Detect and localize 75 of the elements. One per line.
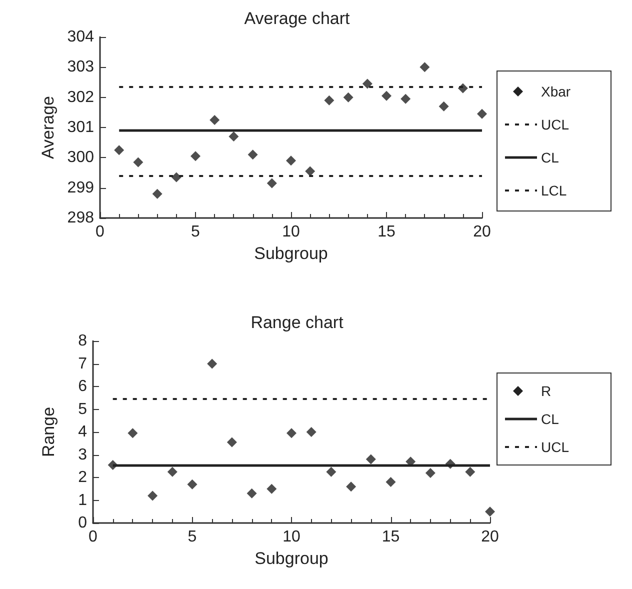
y-tick-label: 2	[78, 469, 88, 486]
point	[128, 428, 138, 438]
y-tick-label: 299	[67, 179, 94, 196]
y-tick-label: 301	[67, 119, 94, 136]
legend-label: LCL	[541, 182, 567, 198]
point	[343, 92, 354, 102]
x-tick-label: 20	[481, 528, 499, 546]
x-tick-label: 15	[382, 528, 400, 546]
x-tick-label: 15	[378, 224, 396, 240]
point	[210, 114, 220, 125]
point	[306, 427, 316, 437]
chart-title: Range chart	[250, 313, 344, 332]
point	[465, 466, 476, 477]
y-tick-label: 8	[78, 332, 88, 350]
point	[477, 108, 487, 119]
point	[382, 90, 392, 101]
legend-label: UCL	[541, 439, 570, 455]
y-tick-label: 303	[67, 58, 94, 76]
y-axis-title: Range	[39, 406, 58, 458]
point	[248, 150, 258, 160]
legend-label: R	[541, 383, 552, 399]
y-tick-label: 6	[78, 378, 88, 395]
point	[114, 145, 124, 156]
point	[171, 172, 182, 182]
point	[148, 490, 158, 501]
point	[400, 94, 411, 104]
x-tick-label: 10	[282, 528, 300, 546]
point	[420, 62, 430, 72]
point	[207, 358, 218, 369]
x-tick-label: 5	[188, 528, 197, 546]
point	[326, 466, 336, 477]
chart-title: Average chart	[244, 9, 350, 28]
y-tick-label: 300	[67, 149, 94, 166]
legend-label: CL	[541, 150, 560, 166]
y-tick-label: 302	[67, 88, 94, 106]
y-tick-label: 0	[78, 514, 88, 532]
y-axis-title: Average	[38, 96, 58, 160]
x-axis-title: Subgroup	[254, 244, 328, 263]
point	[152, 188, 162, 199]
legend-label: Xbar	[541, 84, 571, 100]
x-tick-label: 0	[96, 224, 105, 240]
point	[286, 156, 296, 166]
legend-label: UCL	[541, 116, 570, 132]
point	[246, 488, 257, 498]
point	[305, 166, 316, 176]
point	[266, 484, 277, 494]
legend-label: CL	[541, 411, 560, 427]
y-tick-label: 1	[78, 492, 88, 509]
x-tick-label: 10	[282, 224, 300, 240]
point	[286, 428, 296, 438]
point	[362, 78, 372, 89]
point	[226, 437, 237, 448]
point	[438, 101, 449, 112]
point	[190, 151, 200, 162]
y-tick-label: 7	[78, 355, 88, 372]
y-tick-label: 298	[67, 210, 94, 226]
point	[266, 178, 277, 188]
x-tick-label: 5	[191, 224, 200, 240]
point	[187, 479, 198, 490]
y-tick-label: 3	[78, 446, 88, 464]
point	[366, 454, 376, 464]
y-tick-label: 304	[67, 28, 94, 46]
point	[485, 506, 495, 517]
y-tick-label: 4	[78, 424, 88, 440]
x-axis-title: Subgroup	[254, 548, 328, 568]
point	[133, 157, 144, 168]
point	[346, 482, 356, 492]
x-tick-label: 20	[473, 224, 491, 240]
point	[228, 132, 239, 142]
point	[406, 456, 416, 467]
y-tick-label: 5	[78, 400, 88, 418]
point	[324, 95, 334, 106]
point	[425, 468, 436, 478]
point	[386, 477, 396, 488]
point	[167, 466, 178, 477]
